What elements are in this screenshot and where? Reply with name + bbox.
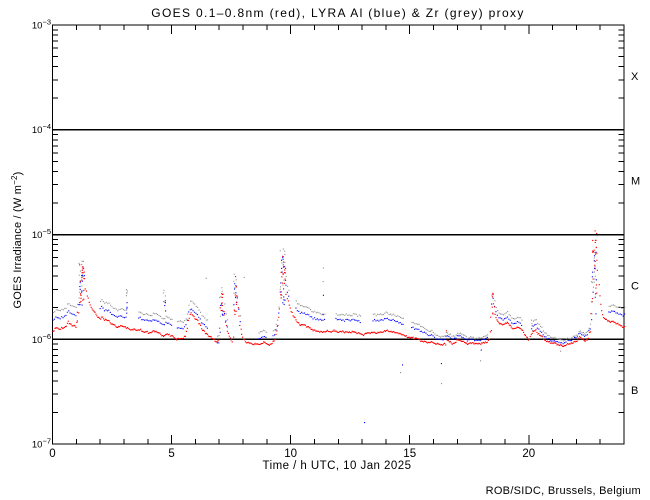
svg-text:10: 10 — [284, 448, 297, 460]
svg-text:GOES Irradiance / (W m−2): GOES Irradiance / (W m−2) — [10, 172, 24, 309]
svg-text:ROB/SIDC, Brussels, Belgium: ROB/SIDC, Brussels, Belgium — [486, 485, 641, 497]
svg-text:X: X — [631, 71, 639, 83]
svg-text:Time / h UTC, 10 Jan 2025: Time / h UTC, 10 Jan 2025 — [263, 460, 412, 472]
svg-text:B: B — [631, 385, 638, 397]
svg-text:C: C — [631, 280, 639, 292]
svg-text:0: 0 — [49, 448, 55, 460]
svg-text:20: 20 — [522, 448, 535, 460]
svg-text:M: M — [631, 176, 640, 188]
svg-text:GOES 0.1–0.8nm (red), LYRA Al: GOES 0.1–0.8nm (red), LYRA Al (blue) & Z… — [151, 6, 524, 20]
svg-text:5: 5 — [168, 448, 174, 460]
svg-text:15: 15 — [403, 448, 416, 460]
